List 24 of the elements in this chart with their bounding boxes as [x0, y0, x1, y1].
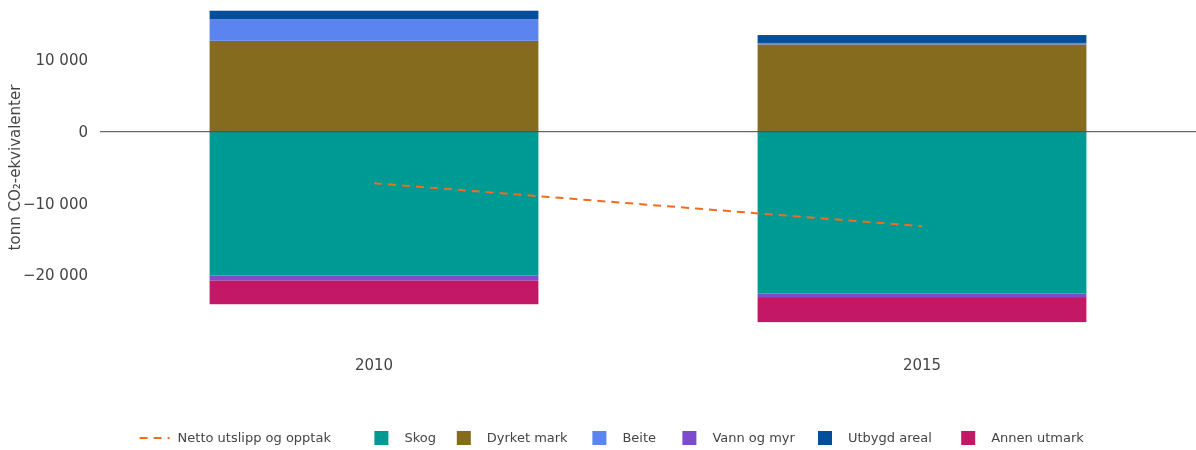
- bar: [757, 297, 1087, 323]
- legend-label: Utbygd areal: [848, 430, 932, 445]
- legend-label: Skog: [404, 430, 436, 445]
- y-axis-title: tonn CO₂-ekvivalenter: [6, 83, 24, 251]
- legend-label: Netto utslipp og opptak: [177, 430, 332, 445]
- bar: [209, 280, 539, 305]
- bar: [209, 19, 539, 41]
- bar: [209, 10, 539, 20]
- y-tick-label: −20 000: [22, 266, 88, 285]
- bar: [757, 44, 1087, 132]
- bar: [757, 131, 1087, 294]
- y-tick-label: −10 000: [22, 194, 88, 213]
- legend-label: Beite: [622, 430, 657, 445]
- bar: [757, 35, 1087, 43]
- y-tick-label: 0: [78, 122, 88, 141]
- x-tick-label: 2010: [354, 356, 394, 374]
- bar: [209, 131, 539, 276]
- y-tick-label: 10 000: [35, 51, 88, 70]
- legend-label: Annen utmark: [991, 430, 1085, 445]
- x-tick-label: 2015: [902, 356, 942, 374]
- bar: [209, 275, 539, 281]
- legend-label: Dyrket mark: [486, 430, 569, 445]
- legend-label: Vann og myr: [712, 430, 796, 445]
- bar: [209, 40, 539, 132]
